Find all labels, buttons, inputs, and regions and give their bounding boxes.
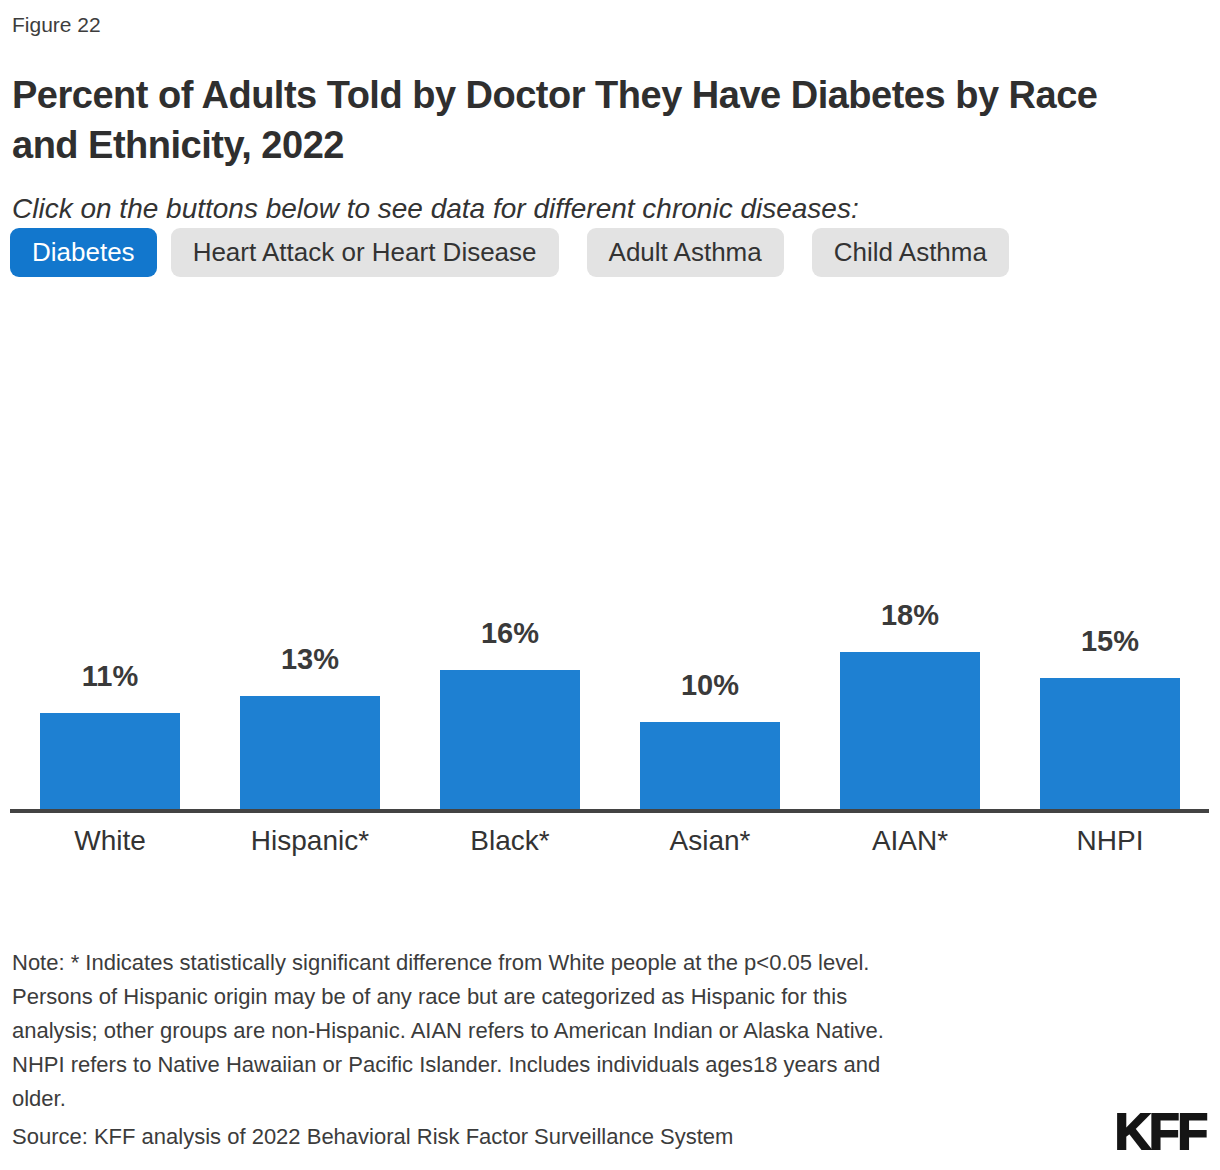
bar-column: 15% xyxy=(1010,627,1210,809)
category-label: AIAN* xyxy=(810,825,1010,857)
bar-chart: 11%13%16%10%18%15% WhiteHispanic*Black*A… xyxy=(10,578,1210,857)
source-text: Source: KFF analysis of 2022 Behavioral … xyxy=(12,1124,733,1150)
bar-value-label: 10% xyxy=(681,671,739,700)
category-label: Hispanic* xyxy=(210,825,410,857)
figure-label: Figure 22 xyxy=(12,13,101,37)
disease-button-row: Diabetes Heart Attack or Heart Disease Adu… xyxy=(10,228,1009,277)
bar-column: 18% xyxy=(810,601,1010,809)
disease-button-child-asthma[interactable]: Child Asthma xyxy=(812,228,1009,277)
page: Figure 22 Percent of Adults Told by Doct… xyxy=(0,0,1220,1170)
bar-value-label: 15% xyxy=(1081,627,1139,656)
bar-column: 10% xyxy=(610,671,810,809)
bar[interactable] xyxy=(1040,678,1180,809)
bar[interactable] xyxy=(40,713,180,809)
category-label: Asian* xyxy=(610,825,810,857)
bar-value-label: 16% xyxy=(481,619,539,648)
bar-value-label: 11% xyxy=(82,662,138,691)
chart-instructions: Click on the buttons below to see data f… xyxy=(12,193,859,225)
disease-button-heart-attack-or-heart-disease[interactable]: Heart Attack or Heart Disease xyxy=(171,228,559,277)
category-label: NHPI xyxy=(1010,825,1210,857)
category-label: Black* xyxy=(410,825,610,857)
page-title: Percent of Adults Told by Doctor They Ha… xyxy=(12,70,1212,170)
bar[interactable] xyxy=(240,696,380,809)
bar-column: 13% xyxy=(210,645,410,809)
bar-column: 11% xyxy=(10,662,210,809)
bar-value-label: 18% xyxy=(881,601,939,630)
bar-value-label: 13% xyxy=(281,645,339,674)
bar[interactable] xyxy=(840,652,980,809)
bars-area: 11% 13% 16% 10% 18% 15% xyxy=(10,578,1210,809)
bar[interactable] xyxy=(440,670,580,809)
disease-button-adult-asthma[interactable]: Adult Asthma xyxy=(587,228,784,277)
bar-column: 16% xyxy=(410,619,610,809)
x-axis-line xyxy=(10,809,1209,813)
category-labels-row: WhiteHispanic*Black*Asian*AIAN*NHPI xyxy=(10,825,1210,857)
category-label: White xyxy=(10,825,210,857)
bar[interactable] xyxy=(640,722,780,809)
note-text: Note: * Indicates statistically signific… xyxy=(12,946,1132,1116)
disease-button-diabetes[interactable]: Diabetes xyxy=(10,228,157,277)
kff-logo: KFF xyxy=(1115,1103,1206,1161)
